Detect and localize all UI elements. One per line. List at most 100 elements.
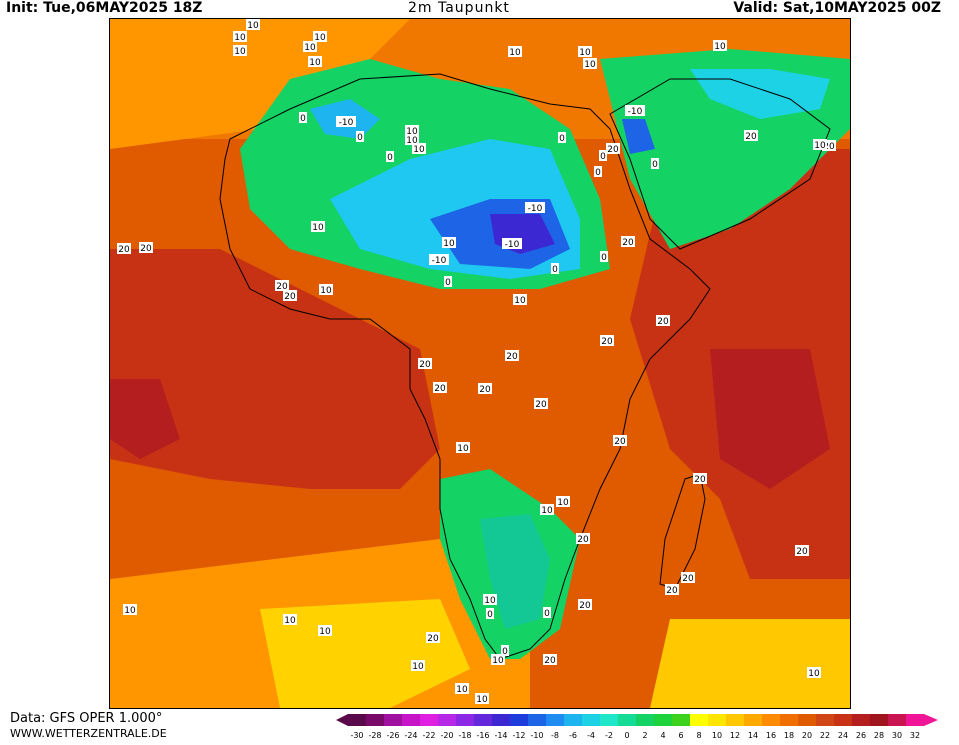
scale-color-cell xyxy=(348,714,366,726)
contour-label-text: 10 xyxy=(457,444,469,454)
contour-label: 10 xyxy=(283,614,297,626)
contour-label: 20 xyxy=(621,236,635,248)
contour-label: 10 xyxy=(246,19,260,31)
scale-tick-label: 0 xyxy=(624,731,629,740)
contour-label-text: 10 xyxy=(320,286,332,296)
contour-label: 20 xyxy=(275,280,289,292)
contour-label: 0 xyxy=(551,263,559,275)
field-south-east-yellow xyxy=(650,619,850,708)
contour-label-text: 10 xyxy=(509,48,521,58)
contour-label-text: 0 xyxy=(559,134,565,144)
contour-label-text: 10 xyxy=(456,685,468,695)
contour-label: 10 xyxy=(303,41,317,53)
contour-label-text: 10 xyxy=(541,506,553,516)
contour-label: 10 xyxy=(412,143,426,155)
scale-color-cell xyxy=(888,714,906,726)
contour-label: 10 xyxy=(405,134,419,146)
dewpoint-map: 10 10 10 10 10 10 10 10 10 10 0 -10 0 10 10 0 0 -10 0 0 20 0 1… xyxy=(109,18,851,709)
contour-label: 10 xyxy=(319,284,333,296)
scale-color-cell xyxy=(816,714,834,726)
contour-label-text: 20 xyxy=(577,535,589,545)
scale-color-cell xyxy=(834,714,852,726)
scale-color-cell xyxy=(798,714,816,726)
contour-label: 10 xyxy=(475,693,489,705)
contour-label: 20 xyxy=(534,398,548,410)
contour-label: 20 xyxy=(795,545,809,557)
contour-label: 10 xyxy=(233,31,247,43)
contour-label: 10 xyxy=(813,139,827,151)
scale-color-cell xyxy=(852,714,870,726)
scale-arrow-left xyxy=(336,714,348,726)
contour-label: 10 xyxy=(513,294,527,306)
contour-label-text: 10 xyxy=(284,616,296,626)
contour-label: 0 xyxy=(594,166,602,178)
contour-label-text: 10 xyxy=(314,33,326,43)
contour-label-text: 10 xyxy=(492,656,504,666)
scale-tick-label: -2 xyxy=(605,731,613,740)
contour-label: 10 xyxy=(491,654,505,666)
scale-color-cell xyxy=(636,714,654,726)
field-atlantic-red xyxy=(110,249,440,489)
scale-color-cell xyxy=(672,714,690,726)
contour-label: 20 xyxy=(283,290,297,302)
contour-label: 10 xyxy=(318,625,332,637)
contour-label: 0 xyxy=(501,645,509,657)
contour-label: 0 xyxy=(444,276,452,288)
scale-tick-label: 16 xyxy=(766,731,776,740)
contour-label: 20 xyxy=(505,350,519,362)
contour-label-text: 20 xyxy=(657,317,669,327)
contour-label-text: 20 xyxy=(579,601,591,611)
contour-label-text: 20 xyxy=(479,385,491,395)
contour-label: 10 xyxy=(308,56,322,68)
color-scale-legend: -30 -28 -26 -24 -22 -20 -18 -16 -14 -12 -10 -8 -6 -4-… xyxy=(334,711,954,745)
contour-label: 0 xyxy=(651,158,659,170)
contour-label: 20 xyxy=(117,243,131,255)
scale-color-cell xyxy=(906,714,924,726)
scale-tick-label: 22 xyxy=(820,731,830,740)
contour-label: -10 xyxy=(502,238,522,250)
contour-label: 10 xyxy=(483,594,497,606)
scale-color-cell xyxy=(546,714,564,726)
scale-color-cell xyxy=(690,714,708,726)
contour-label: 10 xyxy=(456,442,470,454)
init-time-label: Init: Tue,06MAY2025 18Z xyxy=(6,0,203,16)
contour-label-text: 20 xyxy=(284,292,296,302)
scale-color-cell xyxy=(510,714,528,726)
contour-label-text: 20 xyxy=(666,586,678,596)
contour-label: 10 xyxy=(508,46,522,58)
contour-label: 10 xyxy=(123,604,137,616)
contour-label-text: 20 xyxy=(694,475,706,485)
scale-tick-label: 30 xyxy=(892,731,902,740)
website-label: WWW.WETTERZENTRALE.DE xyxy=(10,727,167,740)
contour-label-text: 20 xyxy=(614,437,626,447)
scale-color-cell xyxy=(726,714,744,726)
africa-coastline xyxy=(219,73,711,660)
scale-tick-label: -10 xyxy=(530,731,543,740)
scale-tick-label: -14 xyxy=(494,731,507,740)
arabia-coastline xyxy=(609,78,831,250)
contour-label-text: 20 xyxy=(506,352,518,362)
contour-label-text: 10 xyxy=(234,47,246,57)
contour-label: -10 xyxy=(625,105,645,117)
contour-label-text: 10 xyxy=(714,42,726,52)
contour-label: 10 xyxy=(583,58,597,70)
scale-tick-label: -16 xyxy=(476,731,489,740)
scale-tick-label: -28 xyxy=(368,731,381,740)
contour-label: 10 xyxy=(405,125,419,137)
scale-color-cell xyxy=(528,714,546,726)
contour-label-text: 20 xyxy=(118,245,130,255)
contour-label-text: 20 xyxy=(140,244,152,254)
map-title: 2m Taupunkt xyxy=(408,0,510,16)
scale-tick-label: -8 xyxy=(551,731,559,740)
contour-label: 20 xyxy=(744,130,758,142)
contour-label: 10 xyxy=(556,496,570,508)
scale-tick-label: 20 xyxy=(802,731,812,740)
contour-label-text: 0 xyxy=(357,133,363,143)
scale-color-cell xyxy=(762,714,780,726)
scale-tick-label: -6 xyxy=(569,731,577,740)
field-indian-deep xyxy=(710,349,830,489)
contour-label: 20 xyxy=(822,140,836,152)
contour-label: 20 xyxy=(543,654,557,666)
contour-label: 20 xyxy=(681,572,695,584)
contour-label: -10 xyxy=(336,116,356,128)
